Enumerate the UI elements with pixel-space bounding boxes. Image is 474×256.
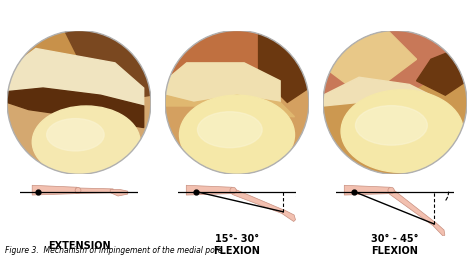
Ellipse shape (46, 119, 104, 151)
Text: 30° - 45°: 30° - 45° (371, 234, 419, 244)
Text: FLEXION: FLEXION (214, 246, 260, 256)
Polygon shape (344, 185, 390, 195)
Ellipse shape (7, 30, 151, 174)
Polygon shape (7, 30, 122, 110)
Text: FLEXION: FLEXION (372, 246, 419, 256)
Polygon shape (7, 88, 144, 127)
Ellipse shape (356, 106, 428, 145)
Polygon shape (110, 189, 128, 196)
Polygon shape (7, 48, 144, 106)
Ellipse shape (323, 30, 467, 174)
Ellipse shape (165, 30, 309, 174)
Ellipse shape (230, 187, 236, 194)
Ellipse shape (198, 112, 262, 148)
Ellipse shape (7, 30, 151, 174)
Polygon shape (165, 30, 273, 92)
Polygon shape (283, 210, 295, 221)
Ellipse shape (75, 188, 81, 193)
Ellipse shape (32, 106, 140, 178)
Polygon shape (323, 77, 438, 113)
Polygon shape (186, 185, 232, 195)
Text: EXTENSION: EXTENSION (48, 241, 110, 251)
Polygon shape (64, 30, 151, 102)
Polygon shape (389, 189, 435, 226)
Polygon shape (323, 30, 417, 88)
Text: Figure 3.  Mechanism of impingement of the medial pore: Figure 3. Mechanism of impingement of th… (5, 246, 222, 255)
Polygon shape (323, 30, 453, 95)
Ellipse shape (388, 187, 394, 194)
Ellipse shape (323, 30, 467, 174)
Polygon shape (76, 188, 113, 193)
Ellipse shape (341, 90, 463, 173)
Polygon shape (417, 45, 467, 95)
Text: 15°- 30°: 15°- 30° (215, 234, 259, 244)
Ellipse shape (165, 30, 309, 174)
Polygon shape (259, 30, 309, 102)
Ellipse shape (180, 95, 294, 174)
Polygon shape (32, 185, 77, 195)
Polygon shape (433, 222, 445, 236)
Ellipse shape (165, 30, 309, 174)
Polygon shape (165, 95, 294, 117)
Ellipse shape (323, 30, 467, 174)
Polygon shape (232, 189, 283, 214)
Polygon shape (165, 63, 280, 102)
